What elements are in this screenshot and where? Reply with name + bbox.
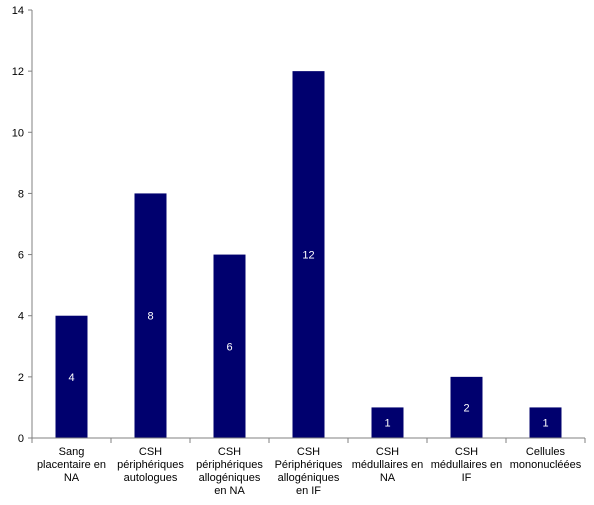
y-tick-label: 0 <box>18 433 24 445</box>
x-category-label: CSH médullaires en IF <box>431 446 503 484</box>
bar-data-label: 1 <box>384 418 390 430</box>
bar-data-label: 4 <box>68 372 74 384</box>
x-category-label: Sang placentaire en NA <box>37 446 106 484</box>
y-axis-ticks: 0 2 4 6 8 10 12 14 <box>12 5 33 445</box>
x-category-label: Cellules mononucléées <box>510 446 582 471</box>
bar-data-label: 1 <box>542 418 548 430</box>
bar <box>529 407 562 438</box>
y-tick-label: 14 <box>12 5 24 17</box>
x-axis: Sang placentaire en NA CSH périphériques auto… <box>31 437 586 497</box>
bar <box>292 71 325 439</box>
y-tick-label: 8 <box>18 188 24 200</box>
bar <box>134 193 167 438</box>
y-tick-label: 10 <box>12 127 24 139</box>
y-tick-label: 4 <box>18 311 24 323</box>
bar-data-label: 8 <box>147 311 153 323</box>
y-tick-label: 2 <box>18 372 24 384</box>
bar <box>213 254 246 438</box>
bar <box>371 407 404 438</box>
y-tick-label: 6 <box>18 250 24 262</box>
x-category-label: CSH Périphériques allogéniques en IF <box>275 446 343 497</box>
bar-data-label: 12 <box>302 250 314 262</box>
bar-data-label: 2 <box>463 402 469 414</box>
y-tick-label: 12 <box>12 66 24 78</box>
bar <box>450 376 483 438</box>
x-category-label: CSH périphériques allogéniques en NA <box>196 446 263 497</box>
bar-data-label: 6 <box>226 341 232 353</box>
x-category-label: CSH médullaires en NA <box>352 446 424 484</box>
x-category-label: CSH périphériques autologues <box>117 446 184 484</box>
bar <box>55 315 88 438</box>
